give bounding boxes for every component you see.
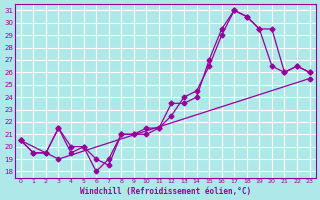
X-axis label: Windchill (Refroidissement éolien,°C): Windchill (Refroidissement éolien,°C) [80,187,251,196]
